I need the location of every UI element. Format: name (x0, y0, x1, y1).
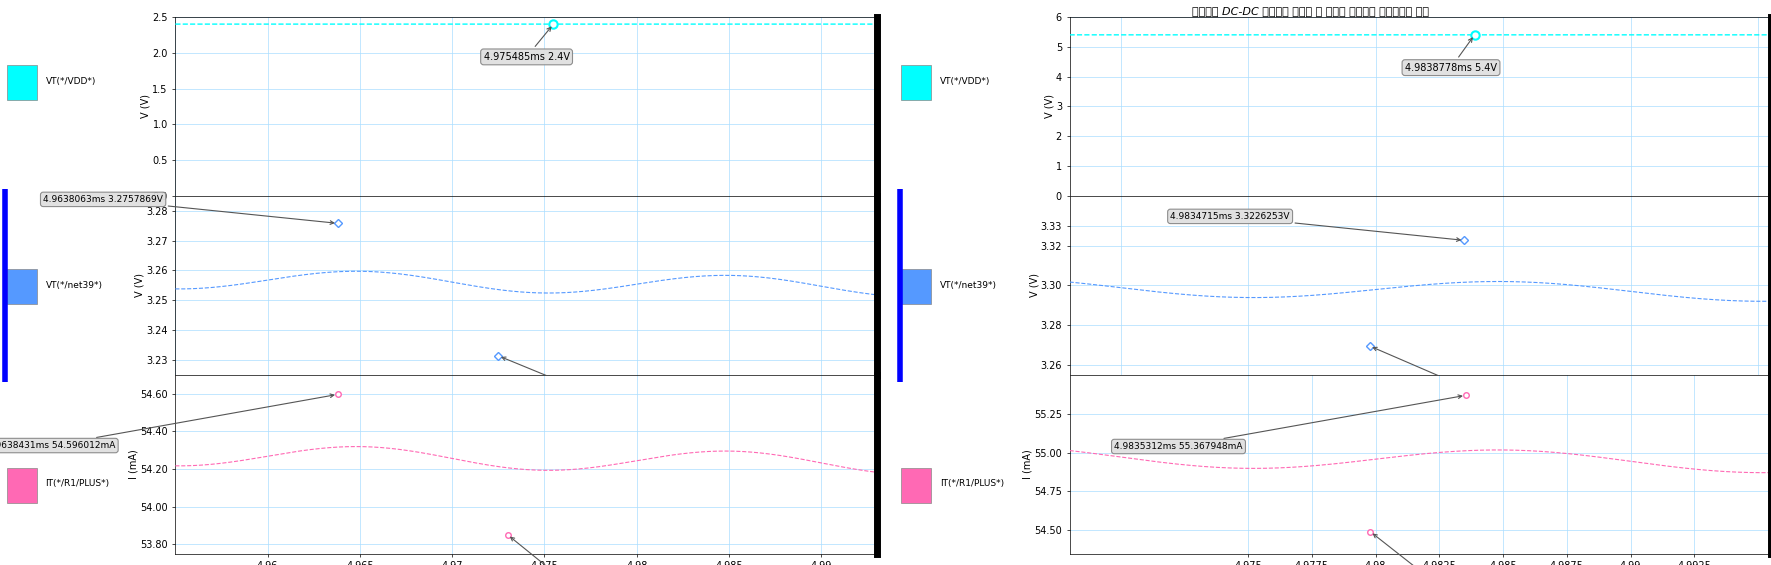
FancyBboxPatch shape (7, 468, 37, 503)
Text: 4.9797879ms 54.491624mA: 4.9797879ms 54.491624mA (1374, 534, 1534, 565)
Text: IT(*/R1/PLUS*): IT(*/R1/PLUS*) (46, 480, 110, 488)
Y-axis label: V (V): V (V) (1045, 94, 1054, 119)
Text: VT(*/net39*): VT(*/net39*) (46, 281, 103, 290)
Text: 4.9834715ms 3.3226253V: 4.9834715ms 3.3226253V (1171, 212, 1461, 241)
Text: VT(*/VDD*): VT(*/VDD*) (46, 77, 96, 86)
Text: 4.975485ms 2.4V: 4.975485ms 2.4V (483, 27, 570, 62)
Text: 4.97976ms 3.2695032V: 4.97976ms 3.2695032V (1373, 347, 1534, 398)
Y-axis label: I (mA): I (mA) (1022, 449, 1032, 479)
FancyBboxPatch shape (7, 66, 37, 100)
FancyBboxPatch shape (7, 269, 37, 304)
FancyBboxPatch shape (901, 468, 932, 503)
Text: 4.9638431ms 54.596012mA: 4.9638431ms 54.596012mA (0, 394, 333, 450)
Text: 4.9724969ms 3.2313572V: 4.9724969ms 3.2313572V (501, 357, 675, 408)
Text: IT(*/R1/PLUS*): IT(*/R1/PLUS*) (940, 480, 1004, 488)
Text: 승강압형 DC-DC 컨버터의 승압형 및 강압형 동작모드 시뮬레이션 결과: 승강압형 DC-DC 컨버터의 승압형 및 강압형 동작모드 시뮬레이션 결과 (1192, 6, 1429, 16)
FancyBboxPatch shape (901, 269, 932, 304)
Text: VT(*/VDD*): VT(*/VDD*) (940, 77, 990, 86)
Y-axis label: V (V): V (V) (135, 273, 145, 297)
Text: 4.973004ms 53.850467mA: 4.973004ms 53.850467mA (510, 537, 666, 565)
Text: 4.9838778ms 5.4V: 4.9838778ms 5.4V (1404, 38, 1496, 73)
Y-axis label: V (V): V (V) (142, 94, 151, 119)
Text: 4.9638063ms 3.2757869V: 4.9638063ms 3.2757869V (43, 195, 333, 224)
FancyBboxPatch shape (901, 66, 932, 100)
Y-axis label: I (mA): I (mA) (129, 449, 138, 479)
Y-axis label: V (V): V (V) (1029, 273, 1040, 297)
Text: 4.9835312ms 55.367948mA: 4.9835312ms 55.367948mA (1114, 395, 1461, 451)
Text: VT(*/net39*): VT(*/net39*) (940, 281, 997, 290)
